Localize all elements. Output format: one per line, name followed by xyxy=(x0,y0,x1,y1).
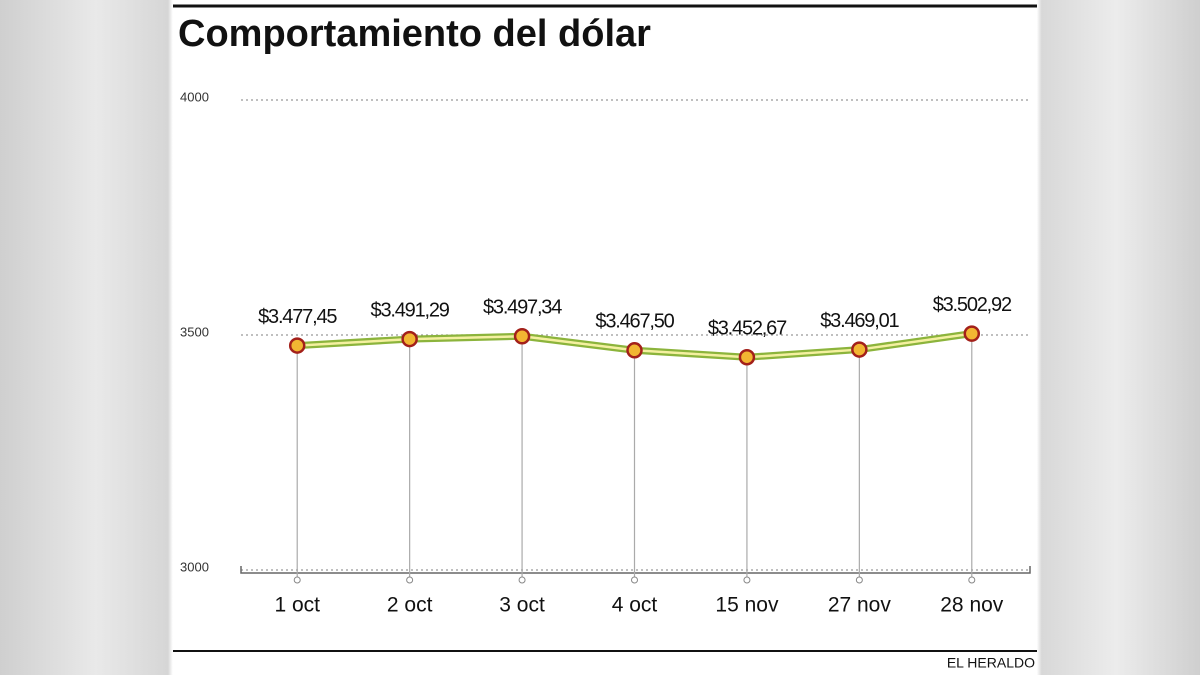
panel xyxy=(173,0,1037,675)
value-label: $3.497,34 xyxy=(483,297,562,319)
x-tick-label: 28 nov xyxy=(940,594,1004,617)
axis-dot xyxy=(968,576,976,584)
point xyxy=(401,330,418,348)
source: EL HERALDO xyxy=(947,655,1035,671)
x-tick-label: 1 oct xyxy=(274,594,320,617)
chart-title: Comportamiento del dólar xyxy=(178,13,651,55)
axis-dot xyxy=(518,576,526,584)
point xyxy=(513,328,531,345)
point xyxy=(738,348,756,366)
x-tick-label: 15 nov xyxy=(715,594,779,617)
axis-dot xyxy=(631,576,638,584)
point xyxy=(626,342,643,359)
point xyxy=(851,341,868,358)
x-axis xyxy=(240,566,1031,574)
value-label: $3.477,45 xyxy=(258,306,337,328)
axis-dot xyxy=(855,576,863,584)
x-tick-label: 27 nov xyxy=(828,594,892,617)
x-tick-label: 3 oct xyxy=(499,594,545,617)
x-tick-label: 2 oct xyxy=(387,594,433,617)
point xyxy=(288,337,306,354)
value-label: $3.491,29 xyxy=(371,299,450,321)
value-label: $3.469,01 xyxy=(820,310,899,332)
value-label: $3.502,92 xyxy=(933,294,1012,316)
x-tick-label: 4 oct xyxy=(612,594,658,617)
y-tick-label: 3500 xyxy=(180,324,209,339)
value-label: $3.467,50 xyxy=(595,311,674,333)
value-label: $3.452,67 xyxy=(708,318,787,340)
y-tick-label: 4000 xyxy=(180,89,209,104)
axis-dot xyxy=(406,576,414,584)
axis-dot xyxy=(743,576,751,584)
y-tick-label: 3000 xyxy=(180,559,209,574)
axis-dot xyxy=(293,576,301,584)
point xyxy=(963,325,981,342)
